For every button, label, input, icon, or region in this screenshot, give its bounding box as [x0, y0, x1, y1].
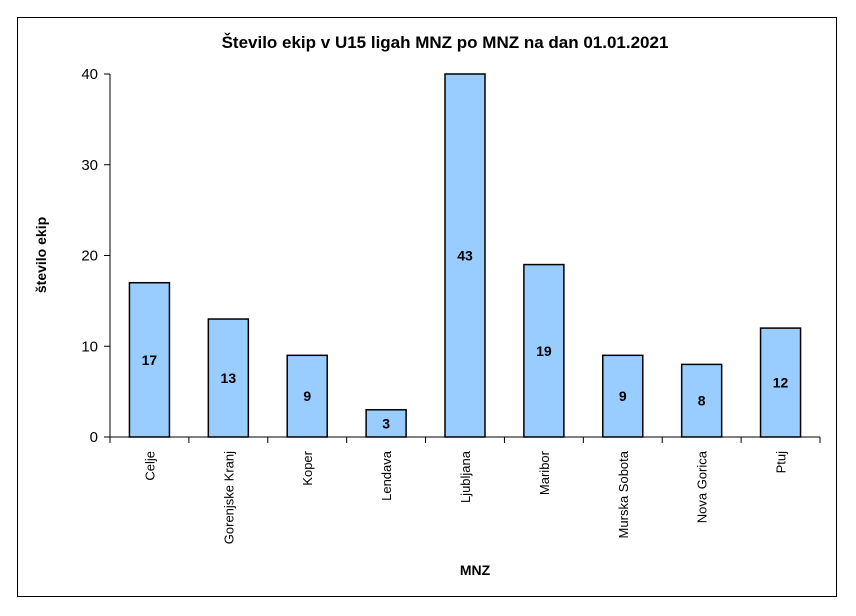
category-label: Celje — [142, 451, 157, 481]
y-tick-label: 10 — [81, 338, 98, 355]
y-tick-label: 20 — [81, 248, 98, 265]
data-label: 17 — [142, 352, 158, 368]
data-label: 13 — [221, 370, 237, 386]
bar — [128, 281, 171, 438]
y-tick-label: 40 — [81, 66, 98, 83]
category-label: Koper — [300, 450, 315, 485]
bar — [365, 409, 407, 438]
category-label: Murska Sobota — [616, 450, 631, 538]
bar — [523, 263, 565, 438]
data-label: 12 — [773, 375, 789, 391]
y-axis-title: število ekip — [33, 217, 49, 293]
data-label: 9 — [303, 388, 311, 404]
category-label: Nova Gorica — [695, 450, 710, 523]
x-axis-title: MNZ — [460, 562, 491, 578]
data-label: 19 — [536, 343, 552, 359]
bar — [759, 327, 802, 438]
y-tick-label: 0 — [90, 429, 98, 446]
data-label: 43 — [457, 248, 473, 264]
data-label: 8 — [698, 393, 706, 409]
bar — [444, 73, 486, 438]
category-label: Ptuj — [774, 451, 789, 474]
data-label: 3 — [382, 415, 390, 431]
category-label: Gorenjske Kranj — [221, 451, 236, 544]
data-label: 9 — [619, 388, 627, 404]
plot-area: 0 10 20 30 40 17 Celje 13 Gorenjske Kranj 9 Koper 3… — [81, 66, 821, 544]
y-tick-label: 30 — [81, 157, 98, 174]
bar — [602, 354, 644, 438]
chart-title: Število ekip v U15 ligah MNZ po MNZ na d… — [222, 33, 669, 52]
bar — [207, 318, 250, 438]
category-label: Ljubljana — [458, 450, 473, 503]
bar — [680, 363, 723, 438]
category-label: Lendava — [379, 450, 394, 501]
category-label: Maribor — [537, 450, 552, 495]
bar — [286, 354, 328, 438]
